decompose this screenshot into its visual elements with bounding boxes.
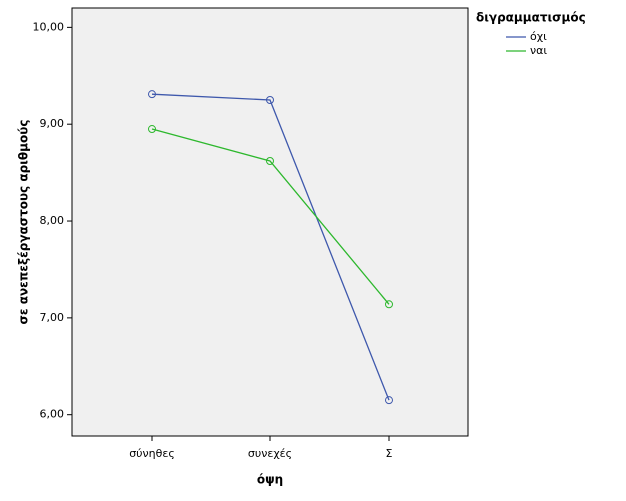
legend-label: ναι <box>530 44 547 57</box>
x-tick-label: συνεχές <box>248 447 292 460</box>
point <box>266 95 274 104</box>
y-axis-label: σε ανεπεξέργαστους αριθμούς <box>17 120 31 325</box>
point <box>266 156 274 165</box>
x-tick-label: σύνηθες <box>129 447 175 460</box>
point <box>385 300 393 309</box>
plot-area <box>71 7 469 437</box>
series-line <box>151 93 390 401</box>
x-axis-label: όψη <box>257 473 283 487</box>
series-line <box>151 128 390 305</box>
y-tick-label: 8,00 <box>40 214 65 227</box>
point <box>148 90 156 99</box>
y-tick-label: 6,00 <box>40 408 65 421</box>
point <box>385 396 393 405</box>
legend-title: διγραμματισμός <box>476 11 586 25</box>
x-tick-label: Σ <box>386 447 393 460</box>
y-tick-label: 10,00 <box>33 20 65 33</box>
point <box>148 125 156 134</box>
legend-label: όχι <box>530 30 547 43</box>
y-tick-label: 7,00 <box>40 311 65 324</box>
y-tick-label: 9,00 <box>40 117 65 130</box>
